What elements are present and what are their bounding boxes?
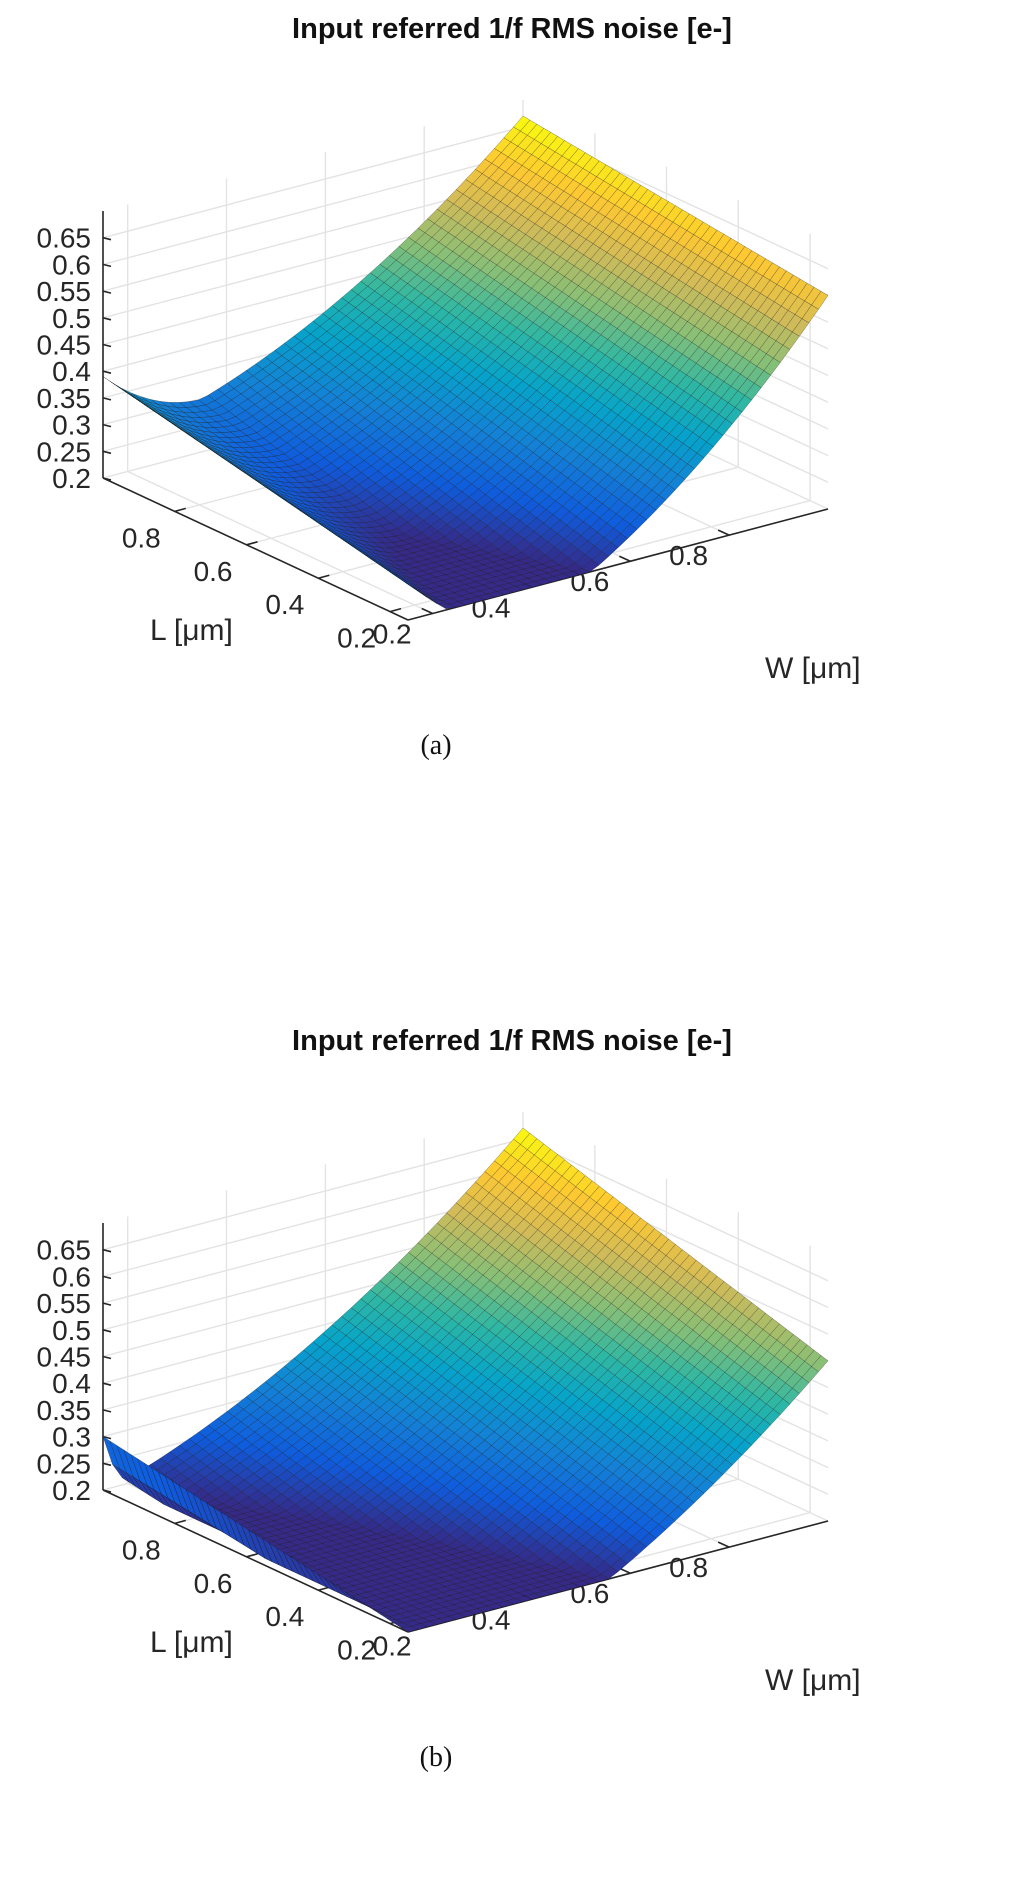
surface-plot-a: Input referred 1/f RMS noise [e-]0.20.40… (37, 13, 861, 761)
w-tick-label: 0.2 (373, 618, 412, 649)
z-tick-label: 0.6 (52, 1261, 91, 1292)
l-tick-label: 0.4 (265, 589, 304, 620)
z-tick-mark (102, 423, 112, 428)
l-tick-label: 0.8 (122, 522, 161, 553)
z-tick-label: 0.65 (37, 1235, 92, 1266)
z-tick-mark (102, 397, 112, 401)
l-tick-label: 0.2 (337, 623, 376, 654)
z-tick-mark (102, 1248, 112, 1253)
z-tick-mark (102, 477, 112, 481)
w-axis-label: W [μm] (765, 652, 861, 685)
z-tick-label: 0.35 (37, 383, 92, 414)
z-tick-label: 0.3 (52, 1422, 91, 1453)
z-tick-mark (102, 290, 112, 294)
l-axis-label: L [μm] (150, 614, 233, 647)
l-axis-line (102, 477, 409, 621)
l-tick-mark (246, 541, 258, 546)
z-tick-mark (102, 343, 112, 348)
w-tick-label: 0.8 (669, 540, 708, 571)
l-tick-label: 0.6 (194, 556, 233, 587)
z-tick-label: 0.45 (37, 1342, 92, 1373)
z-tick-mark (102, 1489, 112, 1493)
l-tick-label: 0.2 (337, 1635, 376, 1666)
chart-title: Input referred 1/f RMS noise [e-] (292, 1025, 732, 1057)
l-tick-label: 0.8 (122, 1534, 161, 1565)
z-tick-mark (102, 1382, 112, 1386)
z-tick-mark (102, 1302, 112, 1306)
z-tick-label: 0.2 (52, 1475, 91, 1506)
w-axis-label: W [μm] (765, 1664, 861, 1697)
z-tick-label: 0.5 (52, 303, 91, 334)
l-tick-label: 0.4 (265, 1601, 304, 1632)
z-tick-mark (102, 1275, 112, 1280)
z-tick-label: 0.4 (52, 1368, 91, 1399)
z-tick-mark (102, 1409, 112, 1413)
panel-caption: (b) (420, 1742, 453, 1773)
z-tick-label: 0.4 (52, 356, 91, 387)
z-tick-label: 0.35 (37, 1395, 92, 1426)
l-axis-label: L [μm] (150, 1626, 233, 1659)
z-tick-label: 0.5 (52, 1315, 91, 1346)
surface (102, 1127, 829, 1633)
l-tick-mark (389, 607, 402, 613)
z-tick-label: 0.55 (37, 276, 92, 307)
z-tick-label: 0.55 (37, 1288, 92, 1319)
l-tick-mark (174, 1519, 186, 1525)
surface (102, 115, 829, 610)
z-tick-label: 0.45 (37, 330, 92, 361)
z-tick-mark (102, 1329, 112, 1333)
z-tick-label: 0.65 (37, 223, 92, 254)
z-tick-label: 0.25 (37, 1448, 92, 1479)
z-tick-mark (102, 1462, 112, 1467)
z-tick-mark (102, 370, 112, 374)
chart-title: Input referred 1/f RMS noise [e-] (292, 13, 732, 45)
z-tick-mark (102, 317, 112, 321)
w-tick-mark (619, 555, 631, 562)
w-tick-label: 0.8 (669, 1552, 708, 1583)
z-tick-mark (102, 236, 112, 241)
w-tick-mark (717, 1541, 730, 1548)
l-tick-mark (174, 507, 186, 513)
z-tick-label: 0.2 (52, 463, 91, 494)
panel-caption: (a) (420, 730, 451, 761)
z-tick-mark (102, 1355, 112, 1360)
surface-plot-b: Input referred 1/f RMS noise [e-]0.20.40… (37, 1025, 861, 1773)
w-tick-mark (421, 607, 434, 615)
z-tick-mark (102, 263, 112, 268)
l-tick-label: 0.6 (194, 1568, 233, 1599)
axes: 0.20.40.60.80.80.60.40.20.20.250.30.350.… (37, 211, 829, 654)
l-tick-mark (246, 1553, 258, 1558)
w-tick-mark (717, 529, 730, 536)
z-tick-label: 0.6 (52, 249, 91, 280)
z-tick-label: 0.3 (52, 410, 91, 441)
z-tick-label: 0.25 (37, 436, 92, 467)
z-tick-mark (102, 450, 112, 455)
w-tick-label: 0.2 (373, 1630, 412, 1661)
l-tick-mark (318, 574, 330, 580)
